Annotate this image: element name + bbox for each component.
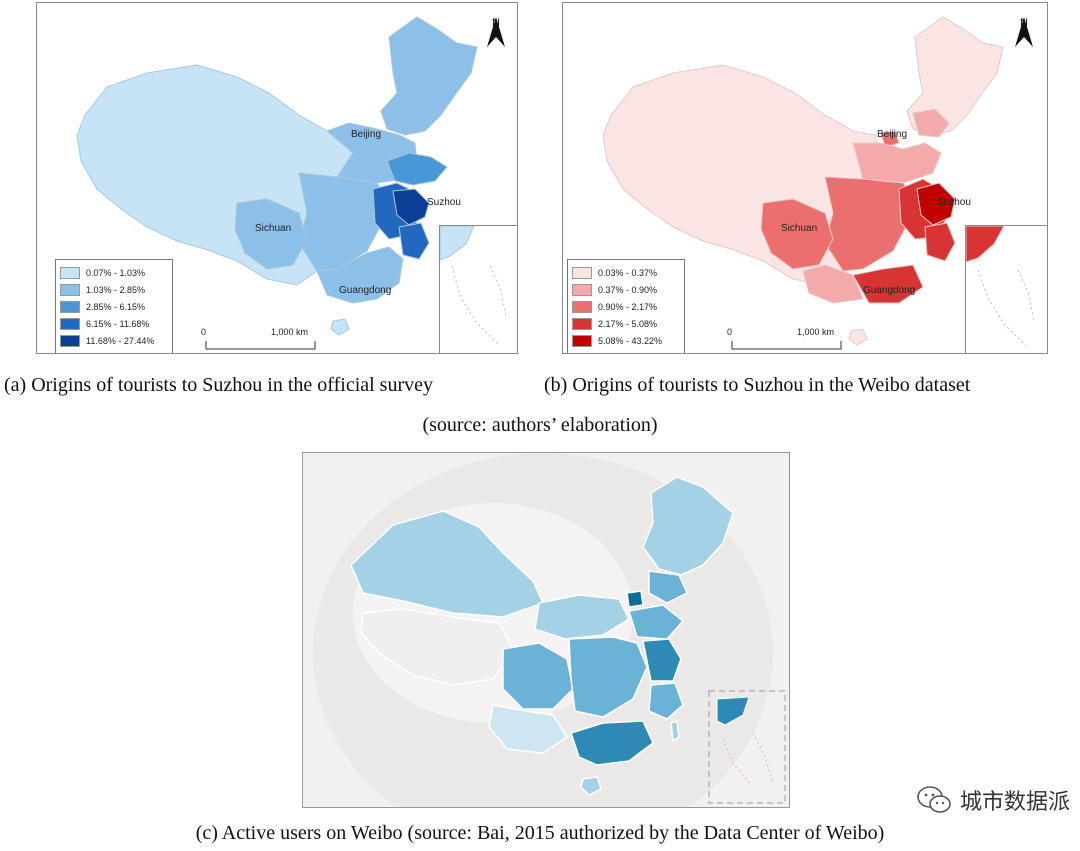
region-central [568,636,648,718]
region-hainan [330,318,350,336]
region-southwest [488,704,569,754]
legend-item: 5.08% - 43.22% [572,332,680,349]
region-sichuan [234,198,308,270]
region-northeast [906,16,1004,136]
region-hainan [848,328,868,346]
region-south [316,246,404,304]
scale-zero: 0 [201,327,207,337]
region-northwest [350,510,545,618]
region-liaoning [912,108,950,138]
region-northeast [380,16,478,136]
region-guangdong [852,264,924,304]
legend-item: 1.03% - 2.85% [60,281,168,298]
inset-islands [722,732,774,786]
watermark-text: 城市数据派 [959,790,1070,815]
south-china-sea-inset-a [439,225,517,353]
north-arrow-icon [1015,17,1033,47]
city-label-sichuan-a: Sichuan [255,223,292,234]
legend-item: 0.07% - 1.03% [60,264,168,281]
scale-label: 1,000 km [797,327,835,337]
region-south [802,264,864,304]
scale-label: 1,000 km [271,327,309,337]
south-china-sea-inset-c [708,690,786,804]
legend-item: 11.68% - 27.44% [60,332,168,349]
region-northcentral [852,142,942,184]
region-guangdong [570,720,654,766]
china-map-a [76,16,478,336]
legend-item: 0.37% - 0.90% [572,281,680,298]
legend-a: 0.07% - 1.03% 1.03% - 2.85% 2.85% - 6.15… [55,259,173,353]
region-north-central [534,594,630,640]
north-arrow-a: N [485,17,507,61]
region-tibet [360,608,514,686]
caption-b: (b) Origins of tourists to Suzhou in the… [544,374,971,396]
north-arrow-b: N [1013,17,1035,61]
region-taiwan [670,719,680,743]
city-label-beijing-a: Beijing [351,129,382,140]
legend-b: 0.03% - 0.37% 0.37% - 0.90% 0.90% - 2.17… [567,259,685,353]
south-china-sea-inset-b [965,225,1047,353]
region-shandong [628,604,685,640]
region-shandong [386,152,448,186]
region-zhejiang [648,682,684,720]
watermark: 城市数据派 [916,784,1070,816]
scale-zero: 0 [727,327,733,337]
legend-item: 0.03% - 0.37% [572,264,680,281]
region-beijing [880,130,900,148]
region-northeast [642,476,734,576]
region-suzhou [392,188,430,226]
region-sichuan [760,198,834,270]
region-hainan [580,776,602,796]
city-label-guangdong-a: Guangdong [339,285,392,296]
caption-ab-source: (source: authors’ elaboration) [422,414,658,436]
china-map-b [602,16,1004,346]
map-panel-c [302,452,790,808]
region-zhejiang [924,222,956,262]
city-label-beijing-b: Beijing [877,129,908,140]
city-label-suzhou-a: Suzhou [427,197,461,208]
region-zhejiang [398,222,430,260]
region-jiangsu [642,638,682,682]
legend-item: 2.85% - 6.15% [60,298,168,315]
region-sichuan [502,642,574,710]
city-label-guangdong-b: Guangdong [863,285,916,296]
region-liaoning [648,570,688,604]
china-map-c [313,453,786,807]
caption-c: (c) Active users on Weibo (source: Bai, … [195,822,885,844]
city-label-suzhou-b: Suzhou [937,197,971,208]
map-panel-a: N Beijing Suzhou Sichuan Guangdong 0.07%… [36,2,518,354]
region-suzhou [916,182,956,226]
wechat-icon [917,786,951,813]
legend-item: 6.15% - 11.68% [60,315,168,332]
legend-item: 2.17% - 5.08% [572,315,680,332]
inset-coast [716,696,750,726]
north-arrow-icon [487,17,505,47]
city-label-sichuan-b: Sichuan [781,223,818,234]
legend-item: 0.90% - 2.17% [572,298,680,315]
region-beijing [626,590,644,608]
caption-a: (a) Origins of tourists to Suzhou in the… [4,374,434,396]
map-panel-b: N Beijing Suzhou Sichuan Guangdong 0.03%… [562,2,1048,354]
